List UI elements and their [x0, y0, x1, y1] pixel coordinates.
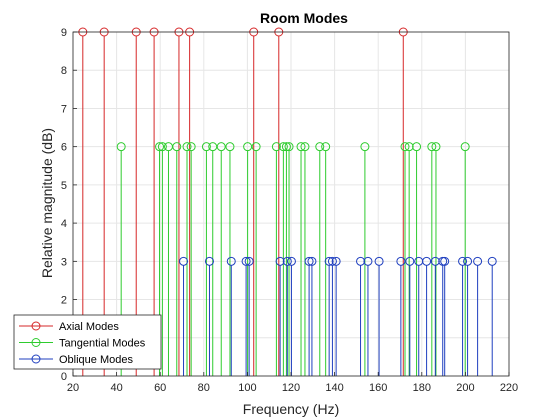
tangential-modes-marker — [300, 142, 310, 152]
tangential-modes-marker — [251, 142, 261, 152]
tangential-modes-marker — [186, 142, 196, 152]
legend-entry-oblique-modes[interactable]: Oblique Modes — [19, 354, 133, 366]
legend-label: Oblique Modes — [59, 354, 133, 366]
legend-label: Axial Modes — [59, 321, 119, 333]
legend-entry-axial-modes[interactable]: Axial Modes — [19, 321, 119, 333]
tangential-modes-marker — [182, 142, 192, 152]
tangential-modes-marker — [404, 142, 414, 152]
y-tick-label: 5 — [61, 180, 67, 192]
oblique-modes-marker — [473, 256, 483, 266]
tangential-modes-marker — [116, 142, 126, 152]
oblique-modes-marker — [304, 256, 314, 266]
oblique-modes-series — [179, 256, 497, 376]
oblique-modes-marker — [331, 256, 341, 266]
tangential-modes-marker — [225, 142, 235, 152]
oblique-modes-marker — [244, 256, 254, 266]
oblique-modes-marker — [458, 256, 468, 266]
y-tick-label: 3 — [61, 256, 67, 268]
oblique-modes-marker — [241, 256, 251, 266]
legend-entry-tangential-modes[interactable]: Tangential Modes — [19, 338, 146, 350]
x-tick-label: 20 — [67, 382, 79, 394]
legend[interactable]: Axial Modes Tangential Modes Oblique Modes — [13, 314, 162, 370]
x-axis-label: Frequency (Hz) — [243, 401, 339, 417]
tangential-modes-marker — [427, 142, 437, 152]
legend-marker-swatch — [31, 321, 41, 331]
oblique-modes-marker — [422, 256, 432, 266]
oblique-modes-marker — [374, 256, 384, 266]
tangential-modes-marker — [460, 142, 470, 152]
oblique-modes-marker — [324, 256, 334, 266]
tangential-modes-marker — [216, 142, 226, 152]
tangential-modes-marker — [278, 142, 288, 152]
tangential-modes-marker — [201, 142, 211, 152]
x-tick-label: 220 — [500, 382, 518, 394]
oblique-modes-marker — [307, 256, 317, 266]
x-tick-label: 80 — [198, 382, 210, 394]
legend-label: Tangential Modes — [59, 338, 146, 350]
oblique-modes-marker — [327, 256, 337, 266]
tangential-modes-marker — [172, 142, 182, 152]
tangential-modes-marker — [400, 142, 410, 152]
oblique-modes-marker — [282, 256, 292, 266]
y-tick-label: 9 — [61, 27, 67, 39]
y-axis-label: Relative magnitude (dB) — [39, 128, 55, 278]
x-tick-label: 60 — [154, 382, 166, 394]
tangential-modes-marker — [281, 142, 291, 152]
tangential-modes-marker — [296, 142, 306, 152]
oblique-modes-marker — [487, 256, 497, 266]
x-tick-label: 200 — [456, 382, 474, 394]
oblique-modes-marker — [356, 256, 366, 266]
tangential-modes-marker — [155, 142, 165, 152]
x-tick-label: 180 — [413, 382, 431, 394]
oblique-modes-marker — [363, 256, 373, 266]
axis-ticks: 204060801001201401601802002200123456789 — [61, 27, 518, 394]
tangential-modes-marker — [431, 142, 441, 152]
y-tick-label: 6 — [61, 142, 67, 154]
oblique-modes-marker — [275, 256, 285, 266]
oblique-modes-marker — [179, 256, 189, 266]
x-tick-label: 100 — [238, 382, 256, 394]
oblique-modes-marker — [440, 256, 450, 266]
oblique-modes-marker — [463, 256, 473, 266]
oblique-modes-marker — [204, 256, 214, 266]
stem-series-layer — [78, 27, 497, 376]
x-tick-label: 40 — [110, 382, 122, 394]
legend-marker-swatch — [31, 338, 41, 347]
tangential-modes-marker — [315, 142, 325, 152]
chart-title: Room Modes — [260, 10, 348, 26]
legend-marker-swatch — [31, 354, 41, 364]
tangential-modes-marker — [321, 142, 331, 152]
tangential-modes-marker — [284, 142, 294, 152]
oblique-modes-marker — [286, 256, 296, 266]
tangential-modes-marker — [208, 142, 218, 152]
tangential-modes-marker — [412, 142, 422, 152]
oblique-modes-marker — [226, 256, 236, 266]
y-tick-label: 2 — [61, 295, 67, 307]
oblique-modes-marker — [396, 256, 406, 266]
tangential-modes-marker — [243, 142, 253, 152]
tangential-modes-marker — [271, 142, 281, 152]
y-tick-label: 7 — [61, 103, 67, 115]
x-tick-label: 140 — [325, 382, 343, 394]
oblique-modes-marker — [405, 256, 415, 266]
oblique-modes-marker — [430, 256, 440, 266]
y-tick-label: 0 — [61, 371, 67, 383]
x-tick-label: 120 — [282, 382, 300, 394]
tangential-modes-marker — [157, 142, 167, 152]
x-tick-label: 160 — [369, 382, 387, 394]
tangential-modes-marker — [360, 142, 370, 152]
y-tick-label: 4 — [61, 218, 67, 230]
y-tick-label: 8 — [61, 65, 67, 77]
